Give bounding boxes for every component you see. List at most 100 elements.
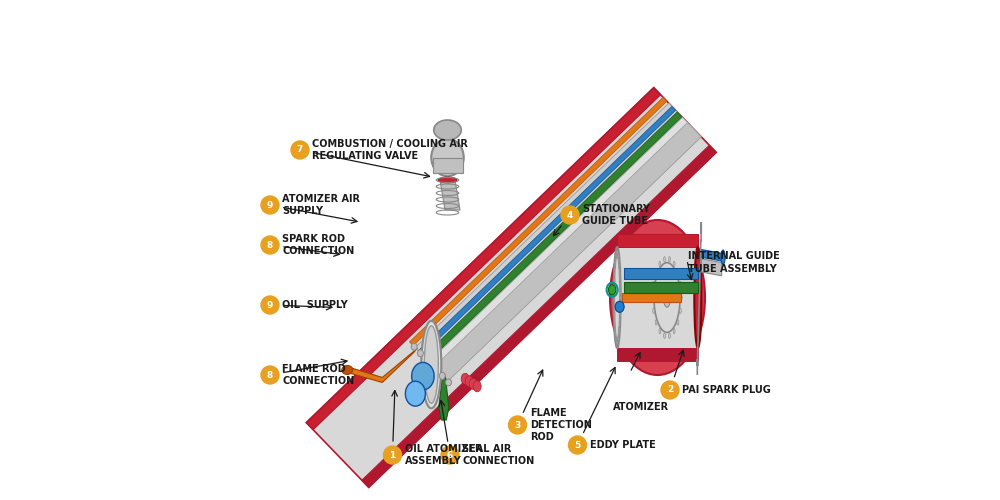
Ellipse shape: [424, 326, 438, 404]
Ellipse shape: [679, 308, 681, 314]
Ellipse shape: [673, 261, 675, 266]
Ellipse shape: [412, 362, 434, 390]
Text: 4: 4: [567, 210, 573, 220]
Text: 2: 2: [667, 386, 673, 394]
Text: 7: 7: [297, 146, 303, 154]
Ellipse shape: [446, 379, 452, 386]
Circle shape: [261, 296, 279, 314]
Polygon shape: [424, 112, 682, 362]
Ellipse shape: [614, 247, 621, 348]
Ellipse shape: [680, 295, 682, 300]
Polygon shape: [415, 103, 683, 362]
Ellipse shape: [653, 308, 655, 314]
Ellipse shape: [721, 250, 725, 264]
Text: OIL ATOMIZER
ASSEMBLY: OIL ATOMIZER ASSEMBLY: [405, 444, 482, 466]
Ellipse shape: [617, 250, 618, 255]
Ellipse shape: [613, 295, 615, 300]
Ellipse shape: [694, 247, 701, 348]
Circle shape: [384, 446, 402, 464]
Ellipse shape: [669, 333, 670, 338]
Ellipse shape: [438, 177, 457, 183]
Ellipse shape: [610, 220, 705, 375]
Ellipse shape: [469, 378, 477, 390]
Ellipse shape: [608, 284, 616, 294]
Ellipse shape: [473, 381, 481, 392]
Text: ATOMIZER AIR
SUPPLY: ATOMIZER AIR SUPPLY: [283, 194, 360, 216]
Polygon shape: [624, 268, 698, 279]
Text: 6: 6: [447, 450, 453, 460]
Text: SEAL AIR
CONNECTION: SEAL AIR CONNECTION: [462, 444, 535, 466]
Ellipse shape: [655, 320, 657, 325]
Polygon shape: [617, 247, 698, 348]
Ellipse shape: [619, 264, 620, 268]
Ellipse shape: [620, 295, 621, 300]
Ellipse shape: [615, 336, 617, 342]
Circle shape: [568, 436, 586, 454]
Text: STATIONARY
GUIDE TUBE: STATIONARY GUIDE TUBE: [582, 204, 650, 226]
Polygon shape: [313, 94, 709, 480]
Ellipse shape: [663, 288, 671, 307]
Circle shape: [661, 381, 679, 399]
Ellipse shape: [618, 254, 619, 258]
Ellipse shape: [421, 321, 441, 408]
Text: 8: 8: [267, 370, 273, 380]
Circle shape: [441, 446, 459, 464]
Text: COMBUSTION / COOLING AIR
REGULATING VALVE: COMBUSTION / COOLING AIR REGULATING VALV…: [312, 139, 468, 161]
Polygon shape: [622, 293, 681, 302]
Ellipse shape: [653, 282, 655, 287]
Ellipse shape: [614, 264, 616, 268]
Polygon shape: [362, 146, 716, 487]
Text: 8: 8: [267, 240, 273, 250]
Ellipse shape: [614, 278, 615, 282]
Polygon shape: [701, 250, 722, 261]
Ellipse shape: [615, 254, 617, 258]
Ellipse shape: [411, 343, 417, 350]
Ellipse shape: [677, 270, 679, 276]
Polygon shape: [347, 348, 417, 382]
Polygon shape: [439, 376, 449, 420]
Ellipse shape: [619, 312, 621, 317]
Ellipse shape: [615, 302, 624, 312]
Ellipse shape: [669, 256, 670, 262]
Polygon shape: [409, 98, 667, 346]
Text: 3: 3: [514, 420, 521, 430]
Ellipse shape: [614, 255, 620, 340]
Text: FLAME ROD
CONNECTION: FLAME ROD CONNECTION: [283, 364, 355, 386]
Circle shape: [291, 141, 309, 159]
Ellipse shape: [654, 262, 680, 332]
Ellipse shape: [655, 270, 657, 276]
Ellipse shape: [465, 376, 473, 387]
Ellipse shape: [342, 366, 353, 374]
Ellipse shape: [431, 138, 464, 176]
Polygon shape: [440, 180, 460, 210]
Circle shape: [261, 366, 279, 384]
Ellipse shape: [679, 282, 681, 287]
Circle shape: [261, 196, 279, 214]
Polygon shape: [306, 88, 661, 429]
Polygon shape: [418, 106, 676, 355]
Ellipse shape: [434, 120, 461, 140]
Text: 5: 5: [574, 440, 581, 450]
Ellipse shape: [619, 327, 620, 332]
Ellipse shape: [664, 256, 665, 262]
Ellipse shape: [652, 295, 654, 300]
Text: EDDY PLATE: EDDY PLATE: [590, 440, 656, 450]
Ellipse shape: [659, 328, 661, 334]
Polygon shape: [434, 122, 701, 382]
Text: FLAME
DETECTION
ROD: FLAME DETECTION ROD: [530, 408, 592, 442]
Ellipse shape: [619, 278, 621, 282]
Ellipse shape: [677, 320, 679, 325]
Text: 9: 9: [267, 300, 273, 310]
Ellipse shape: [673, 328, 675, 334]
Text: 1: 1: [389, 450, 396, 460]
Ellipse shape: [439, 372, 445, 380]
Ellipse shape: [617, 340, 618, 345]
Ellipse shape: [618, 336, 619, 342]
Polygon shape: [617, 348, 698, 361]
Text: OIL  SUPPLY: OIL SUPPLY: [283, 300, 348, 310]
Text: 9: 9: [267, 200, 273, 209]
Ellipse shape: [614, 327, 616, 332]
Ellipse shape: [664, 333, 665, 338]
Polygon shape: [415, 103, 701, 382]
Text: PAI SPARK PLUG: PAI SPARK PLUG: [682, 385, 771, 395]
